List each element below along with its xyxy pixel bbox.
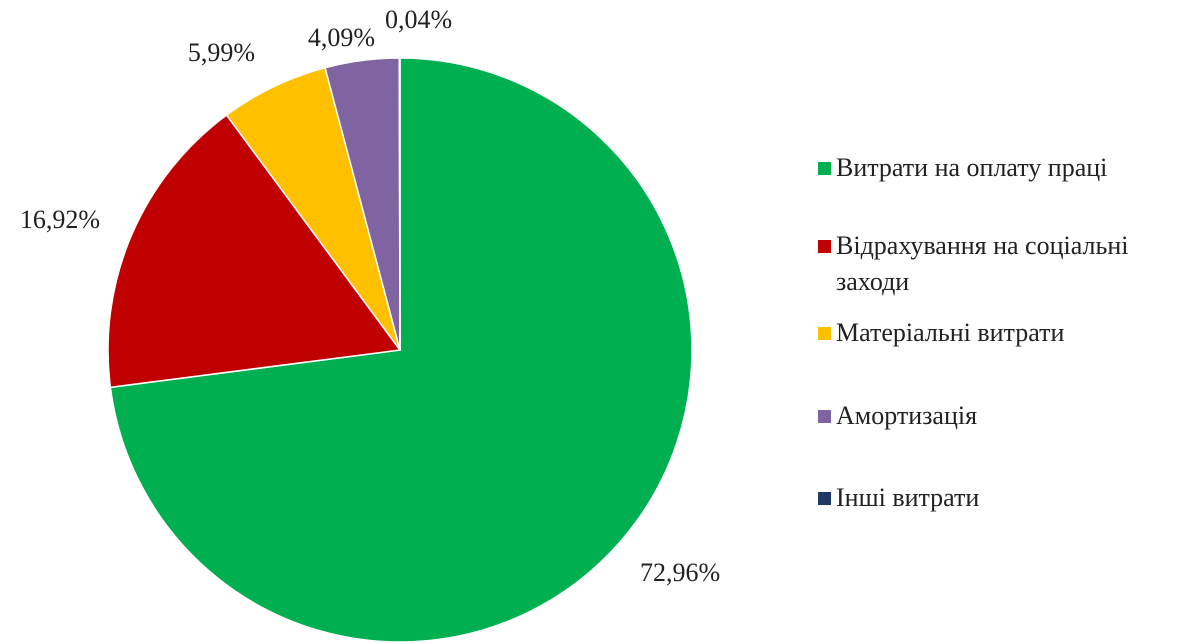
pie-slice xyxy=(107,114,402,389)
data-label: 16,92% xyxy=(20,205,100,234)
legend-swatch xyxy=(818,410,831,423)
legend-label: Інші витрати xyxy=(836,483,980,512)
data-label: 4,09% xyxy=(308,23,375,52)
legend-label: Витрати на оплату праці xyxy=(836,153,1108,182)
legend-item: Відрахування на соціальні заходи xyxy=(818,228,1186,300)
data-label: 72,96% xyxy=(640,558,720,587)
legend-item: Витрати на оплату праці xyxy=(818,150,1186,186)
legend-label: Відрахування на соціальні заходи xyxy=(836,231,1129,296)
legend-item: Амортизація xyxy=(818,398,1186,434)
legend-swatch xyxy=(818,162,831,175)
legend-item: Матеріальні витрати xyxy=(818,315,1186,351)
pie-slice xyxy=(109,57,693,643)
legend-swatch xyxy=(818,240,831,253)
legend-label: Матеріальні витрати xyxy=(836,318,1065,347)
legend-label: Амортизація xyxy=(836,401,978,430)
pie-slice xyxy=(398,57,401,351)
data-label: 5,99% xyxy=(188,38,255,67)
data-label: 0,04% xyxy=(385,5,452,34)
legend-item: Інші витрати xyxy=(818,480,1186,516)
legend-swatch xyxy=(818,492,831,505)
legend-swatch xyxy=(818,327,831,340)
